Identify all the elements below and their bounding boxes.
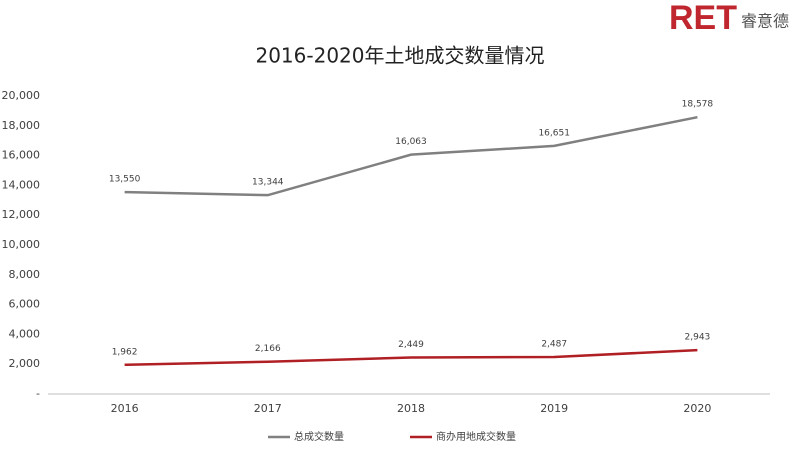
x-tick-label: 2019: [540, 402, 568, 415]
x-tick-label: 2018: [397, 402, 425, 415]
y-tick-label: 18,000: [2, 119, 41, 132]
y-tick-label: 8,000: [9, 268, 41, 281]
legend-label: 总成交数量: [294, 430, 344, 443]
y-tick-label: 4,000: [9, 327, 41, 340]
y-tick-label: -: [36, 387, 40, 400]
data-label: 2,487: [541, 339, 567, 349]
x-tick-label: 2016: [111, 402, 139, 415]
logo-mark: RET: [669, 0, 737, 37]
line-series: [124, 115, 698, 197]
data-label: 18,578: [682, 100, 714, 110]
logo-name: 睿意德: [741, 12, 789, 31]
data-label: 1,962: [112, 347, 138, 357]
data-label: 13,344: [252, 178, 284, 188]
data-label: 13,550: [109, 175, 141, 185]
data-label: 16,651: [538, 128, 570, 138]
y-tick-label: 14,000: [2, 178, 41, 191]
data-label: 2,449: [398, 340, 424, 350]
chart-title: 2016-2020年土地成交数量情况: [255, 44, 544, 68]
x-tick-label: 2020: [683, 402, 711, 415]
y-tick-label: 16,000: [2, 149, 41, 162]
data-label: 16,063: [395, 137, 427, 147]
y-tick-label: 2,000: [9, 357, 41, 370]
x-tick-label: 2017: [254, 402, 282, 415]
y-tick-label: 6,000: [9, 298, 41, 311]
y-tick-label: 12,000: [2, 208, 41, 221]
legend-label: 商办用地成交数量: [436, 430, 516, 443]
y-tick-label: 20,000: [2, 89, 41, 102]
data-label: 2,166: [255, 344, 281, 354]
data-label: 2,943: [685, 333, 711, 343]
y-tick-label: 10,000: [2, 238, 41, 251]
line-series: [124, 348, 698, 367]
